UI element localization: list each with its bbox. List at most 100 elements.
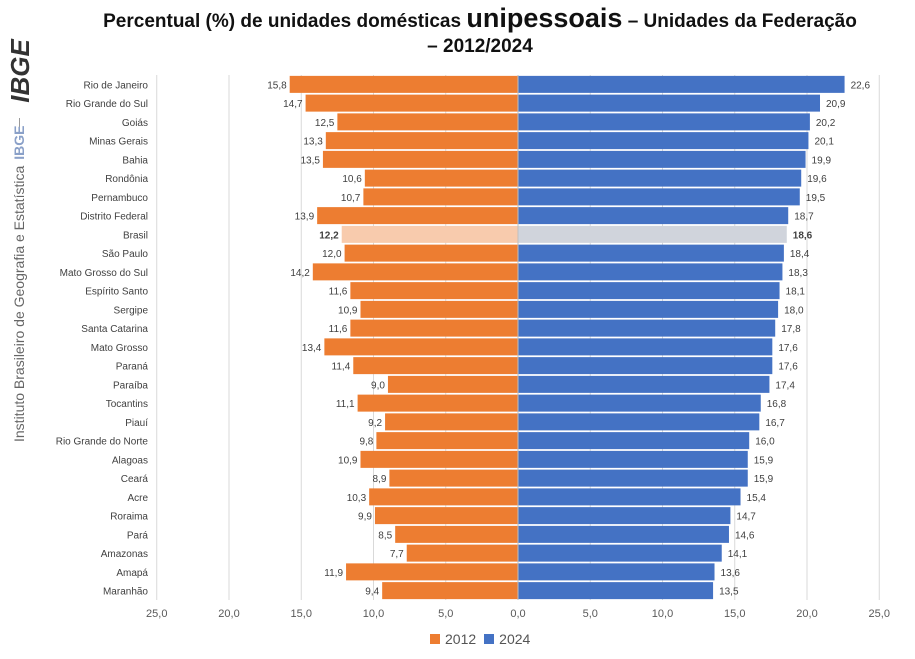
category-label: Rio Grande do Sul — [66, 99, 148, 110]
bar-2024 — [518, 563, 715, 581]
axis-layer: 25,0 20,0 15,0 10,0 5,0 0,0 5,0 10,0 15,0 20,0 25,… — [146, 75, 890, 620]
bar-2012 — [317, 207, 518, 225]
data-label-2012: 15,8 — [267, 80, 287, 91]
bar-2024 — [518, 150, 806, 168]
data-label-2012: 11,9 — [324, 568, 343, 579]
data-label-2012: 9,2 — [368, 418, 382, 429]
category-label: São Paulo — [102, 249, 149, 260]
bar-2024 — [518, 207, 789, 225]
bar-2024 — [518, 188, 800, 206]
ibge-logo-text: IBGE — [5, 39, 35, 103]
bar-2012 — [324, 338, 518, 356]
sidebar: IBGE Instituto Brasileiro de Geografia e… — [0, 0, 40, 659]
data-label-2012: 8,5 — [378, 530, 392, 541]
data-label-2024: 15,9 — [754, 455, 774, 466]
data-label-2012: 14,2 — [290, 268, 310, 279]
data-label-2012: 12,0 — [322, 249, 342, 260]
bar-2024 — [518, 469, 748, 487]
category-label: Pará — [127, 530, 149, 541]
data-label-2012: 8,9 — [372, 474, 386, 485]
category-label: Brasil — [123, 230, 148, 241]
bar-2012 — [385, 413, 518, 431]
data-label-2012: 13,9 — [295, 212, 315, 223]
bar-2024 — [518, 375, 770, 393]
data-label-2024: 17,6 — [778, 343, 798, 354]
category-label: Espírito Santo — [85, 287, 148, 298]
data-label-2024: 15,4 — [747, 493, 767, 504]
data-label-2024: 16,0 — [755, 437, 775, 448]
data-label-2012: 11,6 — [329, 324, 348, 335]
data-label-2012: 13,4 — [302, 343, 322, 354]
bar-2012 — [395, 525, 518, 543]
legend-item-2012: 2012 — [430, 631, 476, 647]
data-label-2024: 22,6 — [851, 80, 871, 91]
data-label-2012: 14,7 — [283, 99, 303, 110]
category-label: Maranhão — [103, 587, 148, 598]
category-label: Tocantins — [106, 399, 148, 410]
bar-2024 — [518, 357, 773, 375]
category-label: Minas Gerais — [89, 137, 148, 148]
data-label-2024: 20,2 — [816, 118, 836, 129]
bar-2012 — [357, 394, 518, 412]
data-label-2012: 10,3 — [347, 493, 367, 504]
bar-2012 — [369, 488, 518, 506]
bar-2024 — [518, 94, 821, 112]
data-label-2012: 9,9 — [358, 512, 372, 523]
data-label-2024: 19,9 — [812, 155, 832, 166]
category-label: Rondônia — [105, 174, 148, 185]
data-label-2012: 9,0 — [371, 380, 385, 391]
category-label: Amapá — [116, 568, 148, 579]
x-tick-label: 20,0 — [796, 608, 817, 620]
bar-2012 — [353, 357, 518, 375]
bar-layer — [289, 75, 845, 600]
bar-2012 — [312, 263, 518, 281]
data-label-2024: 18,0 — [784, 305, 804, 316]
category-label: Distrito Federal — [80, 212, 148, 223]
bar-2012 — [363, 188, 518, 206]
data-label-2012: 10,7 — [341, 193, 361, 204]
bar-2012 — [325, 132, 518, 150]
bar-2024 — [518, 282, 780, 300]
data-label-2012: 11,4 — [332, 362, 351, 373]
category-label: Paraíba — [113, 380, 148, 391]
bar-2024 — [518, 432, 750, 450]
bar-2024 — [518, 169, 802, 187]
bar-2012 — [387, 375, 518, 393]
category-label: Rio Grande do Norte — [56, 437, 149, 448]
label-layer: Rio de Janeiro 15,8 22,6 Rio Grande do Sul 1… — [56, 80, 871, 597]
bar-2024 — [518, 338, 773, 356]
data-label-2012: 12,5 — [315, 118, 335, 129]
data-label-2012: 9,4 — [365, 587, 379, 598]
bar-2024 — [518, 544, 722, 562]
bar-2012 — [322, 150, 518, 168]
bar-2012 — [350, 282, 518, 300]
chart-title: Percentual (%) de unidades domésticas un… — [100, 5, 860, 59]
bar-2024 — [518, 507, 731, 525]
bar-2012 — [305, 94, 518, 112]
bar-2024 — [518, 132, 809, 150]
bar-2012 — [382, 582, 518, 600]
title-part2: – Unidades da Federação – 2012/2024 — [427, 11, 857, 57]
category-label: Amazonas — [101, 549, 148, 560]
data-label-2024: 17,8 — [781, 324, 801, 335]
data-label-2024: 18,1 — [786, 287, 806, 298]
data-label-2024: 18,6 — [793, 230, 813, 241]
data-label-2024: 18,4 — [790, 249, 810, 260]
data-label-2012: 11,6 — [329, 287, 348, 298]
bar-2024 — [518, 319, 776, 337]
bar-2012 — [344, 244, 518, 262]
category-label: Mato Grosso — [91, 343, 149, 354]
bar-2012 — [360, 300, 518, 318]
data-label-2012: 10,9 — [338, 455, 358, 466]
data-label-2024: 19,6 — [807, 174, 827, 185]
bar-2024 — [518, 525, 729, 543]
data-label-2012: 13,3 — [303, 137, 323, 148]
bar-2024 — [518, 488, 741, 506]
x-tick-label: 15,0 — [291, 608, 312, 620]
data-label-2024: 13,6 — [721, 568, 741, 579]
data-label-2024: 15,9 — [754, 474, 774, 485]
bar-2024 — [518, 263, 783, 281]
bar-2012 — [374, 507, 518, 525]
category-label: Acre — [127, 493, 148, 504]
